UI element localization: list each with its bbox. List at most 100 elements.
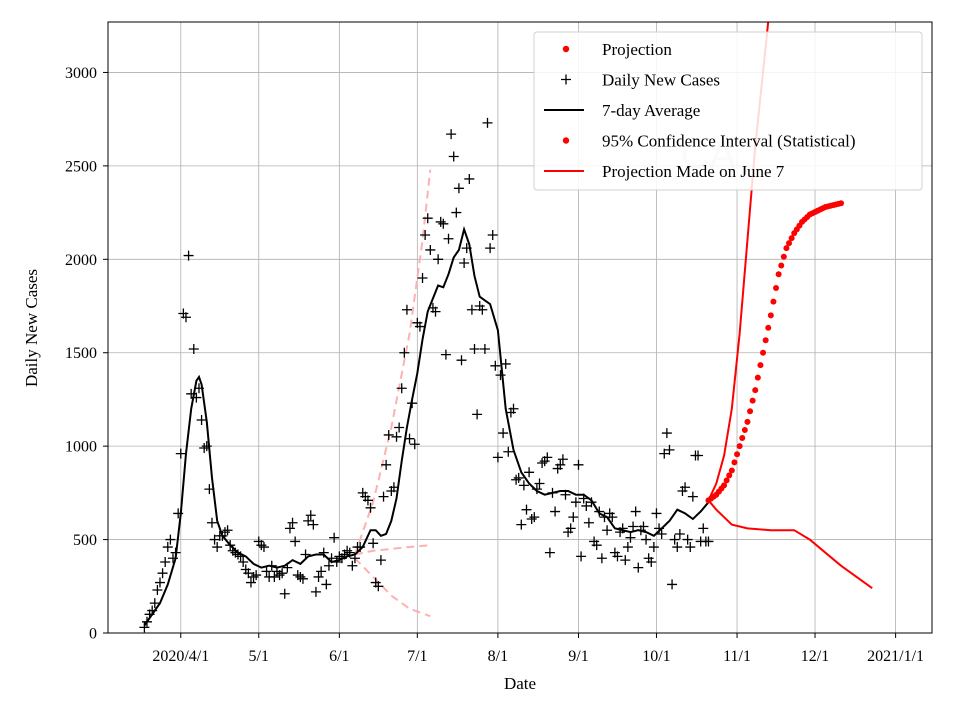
daily-case-point [648, 542, 659, 553]
daily-case-point [313, 571, 324, 582]
daily-case-point [165, 534, 176, 545]
plot-frame [107, 21, 933, 634]
daily-case-point [516, 519, 527, 530]
projection-point [723, 477, 730, 484]
projection-point [741, 426, 748, 433]
daily-case-point [342, 545, 353, 556]
daily-case-point [570, 497, 581, 508]
daily-case-point [472, 409, 483, 420]
daily-case-point [568, 512, 579, 523]
daily-case-point [368, 538, 379, 549]
projection-point [775, 271, 782, 278]
daily-case-point [383, 429, 394, 440]
daily-case-point [292, 570, 303, 581]
daily-case-point [160, 556, 171, 567]
projection-point [767, 312, 774, 319]
daily-case-point [417, 272, 428, 283]
daily-case-point [521, 504, 532, 515]
daily-case-point [667, 579, 678, 590]
daily-case-point [526, 514, 537, 525]
x-tick-label: 8/1 [488, 648, 508, 665]
projection-point [765, 324, 772, 331]
daily-case-point [284, 523, 295, 534]
projection-point [838, 200, 845, 207]
daily-case-point [394, 422, 405, 433]
daily-case-point [287, 517, 298, 528]
y-tick-label: 3000 [65, 65, 97, 82]
daily-case-point [485, 243, 496, 254]
x-axis-ticks: 2020/4/1 5/1 6/1 7/1 8/1 9/1 10/1 11/1 12/1 2021/… [152, 633, 924, 665]
x-axis-label: Date [504, 674, 536, 693]
daily-case-point [469, 343, 480, 354]
daily-case-point [482, 117, 493, 128]
projection-point [757, 362, 764, 369]
legend-dot-swatch [562, 137, 570, 144]
daily-case-point [669, 534, 680, 545]
plot-area [139, 22, 873, 633]
daily-case-point [295, 571, 306, 582]
daily-case-point [487, 230, 498, 241]
projection-point [773, 284, 780, 291]
seven-day-average-line [143, 225, 710, 627]
projection-point [752, 387, 759, 394]
daily-case-point [305, 510, 316, 521]
daily-case-point [375, 555, 386, 566]
daily-case-point [212, 542, 223, 553]
daily-case-point [196, 414, 207, 425]
daily-case-point [453, 183, 464, 194]
daily-case-point [154, 577, 165, 588]
daily-case-point [409, 439, 420, 450]
daily-case-point [378, 491, 389, 502]
daily-case-point [420, 230, 431, 241]
daily-case-point [698, 523, 709, 534]
daily-case-point [685, 542, 696, 553]
daily-case-point [511, 474, 522, 485]
daily-case-point [576, 551, 587, 562]
daily-case-point [157, 568, 168, 579]
daily-case-point [222, 525, 233, 536]
daily-case-point [524, 467, 535, 478]
x-tick-label: 10/1 [642, 648, 670, 665]
daily-case-point [630, 506, 641, 517]
daily-case-point [238, 556, 249, 567]
daily-case-point [183, 250, 194, 261]
daily-case-point [381, 459, 392, 470]
daily-case-point [310, 586, 321, 597]
daily-case-point [430, 306, 441, 317]
daily-case-point [456, 355, 467, 366]
daily-case-point [622, 542, 633, 553]
projection-point [731, 459, 738, 466]
daily-case-point [180, 312, 191, 323]
daily-case-point [682, 534, 693, 545]
daily-case-point [495, 370, 506, 381]
daily-case-point [391, 431, 402, 442]
daily-case-point [628, 521, 639, 532]
projection-point [747, 408, 754, 415]
daily-case-point [258, 542, 269, 553]
daily-case-point [404, 433, 415, 444]
daily-case-point [422, 213, 433, 224]
projection-point [754, 374, 761, 381]
daily-case-point [425, 244, 436, 255]
daily-case-point [446, 129, 457, 140]
daily-case-point [297, 573, 308, 584]
daily-case-point [243, 568, 254, 579]
daily-case-point [633, 562, 644, 573]
daily-case-point [550, 506, 561, 517]
y-axis-ticks: 0 500 1000 1500 2000 2500 3000 [65, 65, 108, 643]
y-tick-label: 1000 [65, 439, 97, 456]
daily-case-point [443, 233, 454, 244]
daily-case-point [641, 534, 652, 545]
x-tick-label: 6/1 [329, 648, 349, 665]
daily-case-point [687, 491, 698, 502]
projection-point [744, 418, 751, 425]
daily-case-point [433, 254, 444, 265]
daily-case-point [199, 443, 210, 454]
daily-case-point [565, 523, 576, 534]
daily-case-point [513, 472, 524, 483]
daily-case-point [274, 570, 285, 581]
legend-label: Daily New Cases [602, 71, 720, 90]
x-tick-label: 9/1 [568, 648, 588, 665]
daily-case-point [201, 441, 212, 452]
